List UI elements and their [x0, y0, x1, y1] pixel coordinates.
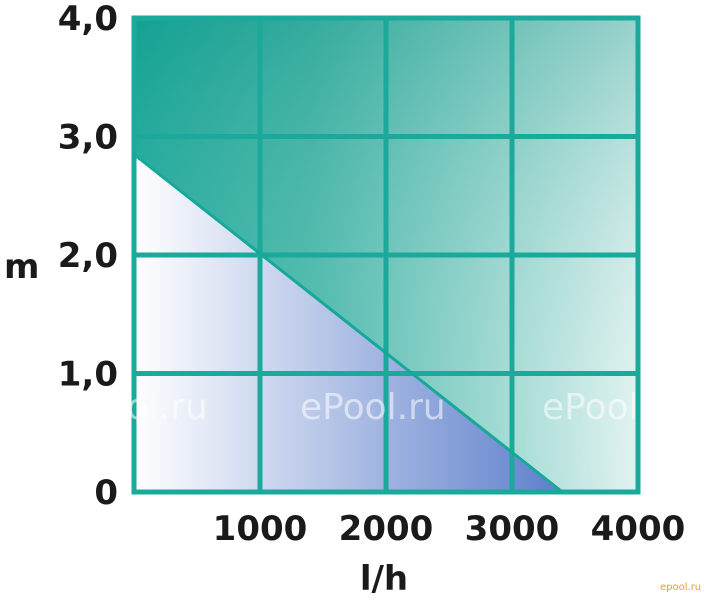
watermark-left: ePool.ru [62, 387, 208, 428]
y-axis-label: m [4, 247, 39, 287]
y-tick-labels: 0 1,0 2,0 3,0 4,0 [58, 0, 118, 513]
x-tick-label: 2000 [339, 509, 434, 549]
watermark-center: ePool.ru [300, 387, 446, 428]
x-axis-label: l/h [360, 559, 408, 599]
y-tick-label: 4,0 [58, 0, 118, 39]
watermark-right: ePool.ru [542, 387, 688, 428]
x-tick-label: 1000 [213, 509, 308, 549]
y-tick-label: 3,0 [58, 118, 118, 158]
curve-line [133, 153, 564, 494]
corner-watermark: epool.ru [660, 582, 701, 593]
x-tick-label: 4000 [591, 509, 686, 549]
grid [131, 15, 641, 495]
y-tick-label: 2,0 [58, 236, 118, 276]
y-tick-label: 1,0 [58, 355, 118, 395]
plot-frame [131, 15, 641, 495]
x-tick-label: 3000 [465, 509, 560, 549]
y-tick-label: 0 [94, 473, 118, 513]
watermarks: ePool.ru ePool.ru ePool.ru epool.ru [62, 387, 701, 593]
x-tick-labels: 1000 2000 3000 4000 [213, 509, 686, 549]
performance-curve [133, 153, 564, 494]
